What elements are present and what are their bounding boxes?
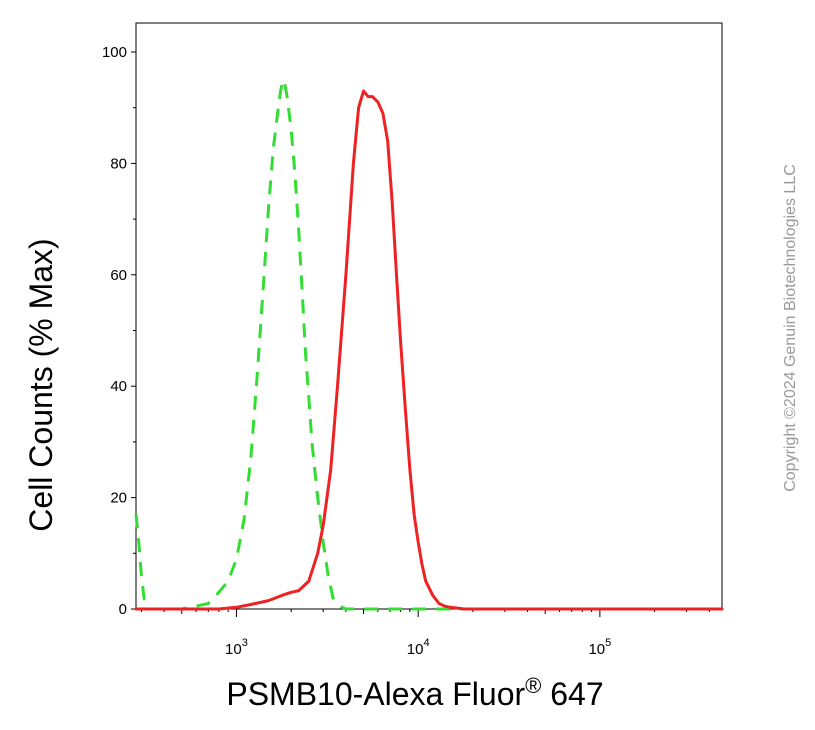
x-tick-exponent: 4: [423, 637, 429, 649]
x-axis-label-main: PSMB10-Alexa Fluor: [226, 676, 525, 712]
y-tick-label: 0: [119, 601, 127, 618]
x-axis-label-registered-mark: ®: [525, 673, 541, 698]
plot-frame: [135, 22, 723, 610]
y-tick-label: 60: [110, 267, 127, 284]
x-tick-exponent: 3: [242, 637, 248, 649]
x-axis-label: PSMB10-Alexa Fluor® 647: [226, 673, 603, 712]
y-axis: 0 20 40 60 80 100: [102, 44, 136, 618]
sample-curve-red-solid: [134, 89, 724, 611]
x-tick-exponent: 5: [605, 637, 611, 649]
x-tick-base: 10: [588, 641, 605, 658]
y-tick-label: 100: [102, 44, 127, 61]
y-tick-label: 40: [110, 378, 127, 395]
series-layer: [134, 78, 724, 611]
control-curve-green-dashed: [134, 78, 722, 611]
x-tick-label: 104: [407, 637, 430, 658]
x-tick-label: 103: [225, 637, 248, 658]
x-axis-label-suffix: 647: [541, 676, 603, 712]
y-tick-label: 80: [110, 155, 127, 172]
y-tick-label: 20: [110, 490, 127, 507]
x-tick-base: 10: [225, 641, 242, 658]
x-tick-base: 10: [407, 641, 424, 658]
x-tick-label: 105: [588, 637, 611, 658]
copyright-watermark: Copyright ©2024 Genuin Biotechnologies L…: [782, 164, 799, 492]
y-axis-label: Cell Counts (% Max): [23, 238, 59, 531]
x-axis: 103 104 105: [140, 609, 710, 658]
